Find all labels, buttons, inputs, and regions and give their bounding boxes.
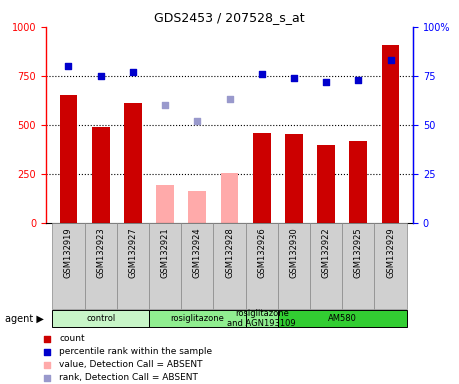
Text: agent ▶: agent ▶	[5, 314, 44, 324]
Point	[97, 73, 104, 79]
Text: GSM132919: GSM132919	[64, 227, 73, 278]
Bar	[181, 223, 213, 309]
Point	[290, 75, 297, 81]
Point	[65, 63, 72, 69]
Text: GSM132925: GSM132925	[354, 227, 363, 278]
Text: rank, Detection Call = ABSENT: rank, Detection Call = ABSENT	[60, 373, 198, 382]
Bar	[52, 310, 149, 327]
Bar	[278, 310, 407, 327]
Text: GSM132923: GSM132923	[96, 227, 105, 278]
Text: percentile rank within the sample: percentile rank within the sample	[60, 347, 213, 356]
Text: rosiglitazone
and AGN193109: rosiglitazone and AGN193109	[227, 309, 296, 328]
Bar	[317, 146, 335, 223]
Bar	[213, 223, 246, 309]
Point	[44, 349, 51, 355]
Bar	[156, 185, 174, 223]
Bar	[60, 95, 77, 223]
Text: AM580: AM580	[328, 314, 357, 323]
Point	[44, 336, 51, 342]
Point	[323, 79, 330, 85]
Point	[44, 374, 51, 381]
Text: count: count	[60, 334, 85, 343]
Text: rosiglitazone: rosiglitazone	[170, 314, 224, 323]
Point	[44, 361, 51, 367]
Point	[162, 102, 169, 108]
Bar	[117, 223, 149, 309]
Bar	[246, 310, 278, 327]
Text: GSM132921: GSM132921	[161, 227, 169, 278]
Bar	[285, 134, 303, 223]
Bar	[149, 310, 246, 327]
Point	[226, 96, 233, 103]
Point	[387, 57, 394, 63]
Bar	[52, 223, 84, 309]
Bar	[310, 223, 342, 309]
Bar	[253, 132, 270, 223]
Bar	[278, 223, 310, 309]
Bar	[221, 173, 238, 223]
Bar	[349, 141, 367, 223]
Text: GSM132922: GSM132922	[322, 227, 330, 278]
Text: GSM132930: GSM132930	[290, 227, 298, 278]
Text: GSM132924: GSM132924	[193, 227, 202, 278]
Bar	[375, 223, 407, 309]
Bar	[124, 103, 142, 223]
Text: control: control	[86, 314, 115, 323]
Point	[129, 69, 136, 75]
Point	[194, 118, 201, 124]
Bar	[246, 223, 278, 309]
Bar	[84, 223, 117, 309]
Text: GDS2453 / 207528_s_at: GDS2453 / 207528_s_at	[154, 12, 305, 25]
Text: GSM132927: GSM132927	[129, 227, 137, 278]
Text: value, Detection Call = ABSENT: value, Detection Call = ABSENT	[60, 360, 203, 369]
Bar	[382, 45, 399, 223]
Text: GSM132929: GSM132929	[386, 227, 395, 278]
Bar	[92, 127, 110, 223]
Point	[355, 77, 362, 83]
Bar	[189, 191, 206, 223]
Text: GSM132928: GSM132928	[225, 227, 234, 278]
Point	[258, 71, 265, 77]
Bar	[342, 223, 375, 309]
Text: GSM132926: GSM132926	[257, 227, 266, 278]
Bar	[149, 223, 181, 309]
